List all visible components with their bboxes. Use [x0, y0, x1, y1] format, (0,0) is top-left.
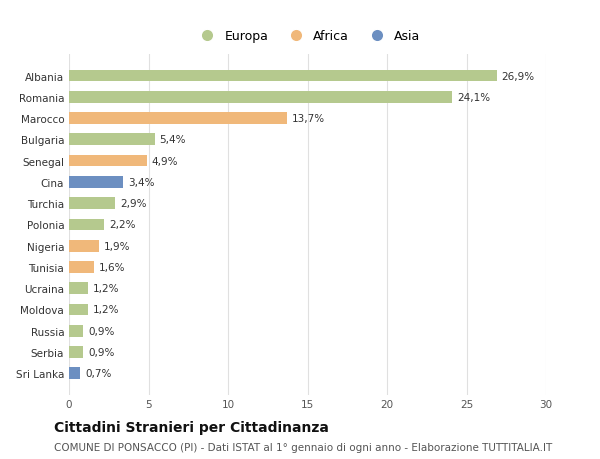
Text: 3,4%: 3,4% — [128, 178, 154, 187]
Text: 1,6%: 1,6% — [99, 263, 126, 272]
Bar — [69, 134, 155, 146]
Text: 26,9%: 26,9% — [502, 71, 535, 81]
Text: 0,9%: 0,9% — [88, 347, 115, 357]
Bar — [69, 283, 88, 294]
Text: 2,2%: 2,2% — [109, 220, 135, 230]
Text: 5,4%: 5,4% — [160, 135, 186, 145]
Bar — [69, 241, 99, 252]
Bar — [69, 198, 115, 209]
Bar — [69, 219, 104, 231]
Text: 1,2%: 1,2% — [93, 284, 119, 294]
Bar — [69, 71, 497, 82]
Text: 0,7%: 0,7% — [85, 369, 111, 379]
Bar — [69, 262, 94, 273]
Text: 13,7%: 13,7% — [292, 114, 325, 124]
Bar — [69, 304, 88, 316]
Text: 1,9%: 1,9% — [104, 241, 130, 251]
Text: COMUNE DI PONSACCO (PI) - Dati ISTAT al 1° gennaio di ogni anno - Elaborazione T: COMUNE DI PONSACCO (PI) - Dati ISTAT al … — [54, 442, 552, 452]
Text: Cittadini Stranieri per Cittadinanza: Cittadini Stranieri per Cittadinanza — [54, 420, 329, 434]
Text: 4,9%: 4,9% — [152, 156, 178, 166]
Text: 0,9%: 0,9% — [88, 326, 115, 336]
Text: 24,1%: 24,1% — [457, 93, 490, 102]
Bar — [69, 368, 80, 379]
Bar — [69, 156, 147, 167]
Bar — [69, 347, 83, 358]
Legend: Europa, Africa, Asia: Europa, Africa, Asia — [192, 28, 423, 45]
Bar — [69, 92, 452, 103]
Text: 1,2%: 1,2% — [93, 305, 119, 315]
Bar — [69, 325, 83, 337]
Bar — [69, 177, 123, 188]
Bar — [69, 113, 287, 125]
Text: 2,9%: 2,9% — [120, 199, 146, 209]
